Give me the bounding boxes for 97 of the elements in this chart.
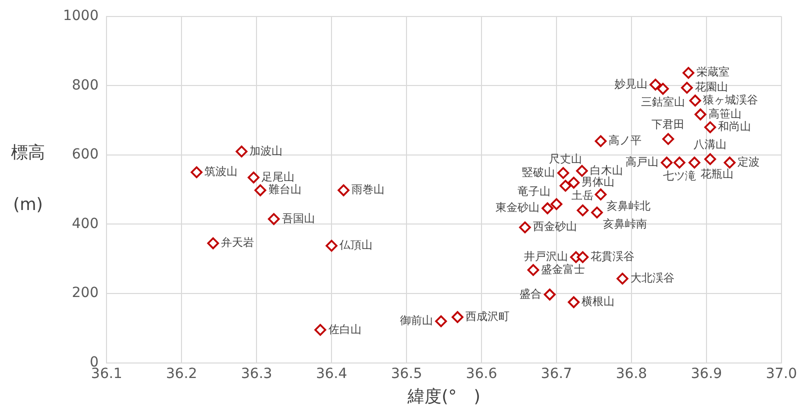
data-label: 下君田 <box>652 118 685 131</box>
point <box>591 206 603 218</box>
y-tick-label: 200 <box>72 285 99 302</box>
data-label: 盛金富士 <box>541 262 586 276</box>
data-label: 亥鼻峠南 <box>602 217 647 230</box>
point <box>248 172 260 184</box>
data-label: 仏頂山 <box>338 238 373 252</box>
point <box>662 133 674 145</box>
data-label: 栄蔵室 <box>696 66 730 79</box>
x-tick-label: 37.0 <box>766 366 797 382</box>
data-label: 妙見山 <box>614 78 648 90</box>
point <box>704 121 716 134</box>
point <box>314 324 326 336</box>
y-tick-label: 600 <box>72 146 99 163</box>
data-label: 土岳 <box>572 189 594 202</box>
x-tick-label: 36.3 <box>240 366 272 382</box>
x-tick-label: 36.7 <box>540 366 572 382</box>
x-tick-label: 36.9 <box>690 366 722 382</box>
data-label: 難台山 <box>268 183 302 196</box>
data-label: 西金砂山 <box>532 220 577 234</box>
data-label: 御前山 <box>400 314 434 328</box>
x-tick-label: 36.8 <box>616 366 648 382</box>
data-label: 和尚山 <box>718 120 752 134</box>
x-axis-title: 緯度(° ) <box>406 387 480 408</box>
point <box>190 166 202 178</box>
data-label: 竜子山 <box>517 185 550 198</box>
point <box>616 272 628 285</box>
point <box>594 188 607 200</box>
point <box>704 153 716 166</box>
point <box>557 167 570 179</box>
text: 標高 (m) <box>11 143 45 216</box>
data-label: 七ツ滝 <box>662 169 696 182</box>
data-label: 八溝山 <box>694 138 727 151</box>
point <box>338 184 350 196</box>
point <box>576 164 588 177</box>
point <box>268 213 280 225</box>
point <box>681 82 693 94</box>
data-label: 三鈷室山 <box>640 96 685 109</box>
data-label: 足尾山 <box>262 170 295 184</box>
data-label: 雨巻山 <box>352 183 385 196</box>
data-label: 吾国山 <box>282 212 315 225</box>
point <box>527 264 540 276</box>
point <box>689 94 702 106</box>
data-label: 尺丈山 <box>548 152 582 166</box>
x-tick-label: 36.6 <box>466 366 498 382</box>
point <box>550 198 562 210</box>
data-label: 竪破山 <box>522 166 556 179</box>
data-label: 定波 <box>738 155 760 168</box>
data-label: 男体山 <box>582 176 615 189</box>
data-label: 花園山 <box>694 80 728 94</box>
point <box>560 180 572 192</box>
point <box>682 66 694 79</box>
point <box>576 251 589 264</box>
data-label: 加波山 <box>250 144 283 158</box>
data-label: 横根山 <box>582 295 615 308</box>
data-label: 猿ヶ城渓谷 <box>703 93 758 106</box>
point <box>326 240 338 252</box>
point <box>542 202 554 214</box>
y-tick-label: 400 <box>72 216 99 232</box>
y-tick-label: 800 <box>72 77 99 94</box>
point <box>724 156 736 168</box>
data-label: 高戸山 <box>626 155 659 168</box>
x-tick-label: 36.5 <box>390 366 422 382</box>
data-label: 花瓶山 <box>700 167 734 180</box>
point <box>660 156 673 168</box>
point <box>254 184 266 196</box>
data-label: 筑波山 <box>204 165 238 178</box>
x-tick-label: 36.4 <box>316 366 348 382</box>
point <box>519 221 531 234</box>
data-label: 佐白山 <box>328 322 362 336</box>
data-label: 東金砂山 <box>495 201 540 214</box>
point <box>452 311 464 323</box>
point <box>544 288 556 300</box>
x-tick-label: 36.2 <box>166 366 198 382</box>
point <box>688 156 700 168</box>
data-label: 高ノ平 <box>608 134 642 147</box>
point <box>568 296 580 308</box>
point <box>207 237 219 250</box>
point <box>236 146 248 158</box>
point <box>694 108 706 120</box>
data-label: 盛合 <box>520 287 542 300</box>
data-label: 井戸沢山 <box>524 250 568 264</box>
point <box>594 135 607 148</box>
data-label: 西成沢町 <box>466 310 510 323</box>
point <box>650 78 662 91</box>
point <box>657 82 669 95</box>
data-label: 白木山 <box>590 164 623 177</box>
y-tick-label: 1000 <box>62 8 99 24</box>
data-label: 亥鼻峠北 <box>606 199 651 212</box>
point <box>576 204 589 216</box>
data-label: 大北渓谷 <box>630 271 674 284</box>
data-label: 弁天岩 <box>221 236 254 250</box>
data-label: 高笹山 <box>708 107 742 120</box>
point <box>674 156 686 168</box>
data-label: 花貫渓谷 <box>590 250 635 264</box>
point <box>568 176 580 189</box>
point <box>435 315 447 328</box>
